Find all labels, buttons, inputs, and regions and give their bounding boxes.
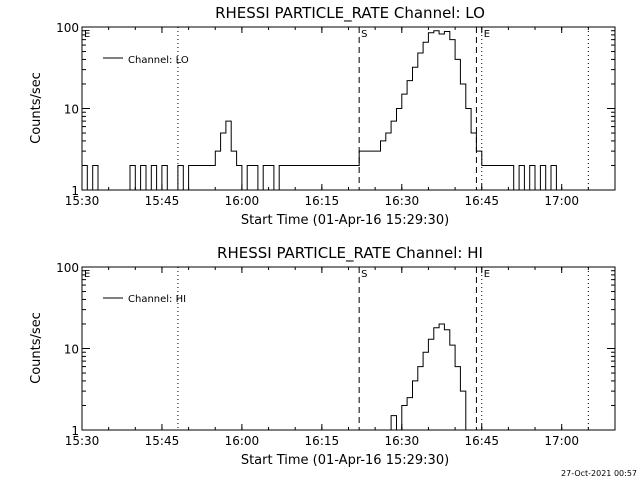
y-tick-label-hi: 10	[64, 343, 79, 357]
x-axis-label-hi: Start Time (01-Apr-16 15:29:30)	[241, 453, 449, 468]
marker-label-lo: S	[361, 29, 367, 40]
marker-label-hi: E	[84, 269, 90, 280]
plot-frame-hi	[81, 266, 616, 431]
x-tick-label-lo: 15:30	[65, 194, 100, 208]
y-tick-label-lo: 10	[64, 103, 79, 117]
chart-panel-lo: RHESSI PARTICLE_RATE Channel: LO Start T…	[29, 4, 616, 228]
x-tick-label-hi: 16:45	[464, 434, 499, 448]
chart-title-lo: RHESSI PARTICLE_RATE Channel: LO	[215, 4, 485, 23]
chart-title-hi: RHESSI PARTICLE_RATE Channel: HI	[217, 244, 483, 263]
x-tick-label-lo: 16:45	[464, 194, 499, 208]
x-tick-label-lo: 15:45	[145, 194, 180, 208]
marker-label-lo: E	[484, 29, 490, 40]
x-tick-label-hi: 17:00	[544, 434, 579, 448]
series-line-hi	[380, 323, 472, 431]
generation-timestamp: 27-Oct-2021 00:57	[561, 469, 637, 478]
y-tick-label-lo: 100	[56, 21, 79, 35]
y-tick-label-lo: 1	[71, 184, 79, 198]
x-tick-label-hi: 16:30	[385, 434, 420, 448]
legend-label-hi: Channel: HI	[128, 294, 186, 305]
x-tick-label-hi: 15:30	[65, 434, 100, 448]
x-tick-label-lo: 16:00	[225, 194, 260, 208]
chart-panel-hi: RHESSI PARTICLE_RATE Channel: HI Start T…	[29, 244, 616, 468]
legend-label-lo: Channel: LO	[128, 55, 189, 66]
x-tick-label-hi: 16:00	[225, 434, 260, 448]
x-axis-label-lo: Start Time (01-Apr-16 15:29:30)	[241, 213, 449, 228]
y-axis-label-lo: Counts/sec	[29, 72, 44, 144]
y-axis-label-hi: Counts/sec	[29, 312, 44, 384]
x-tick-label-hi: 15:45	[145, 434, 180, 448]
marker-label-hi: S	[361, 269, 367, 280]
x-tick-label-lo: 17:00	[544, 194, 579, 208]
marker-label-hi: E	[484, 269, 490, 280]
y-tick-label-hi: 1	[71, 424, 79, 438]
series-line-lo	[82, 30, 562, 191]
x-tick-label-lo: 16:15	[305, 194, 340, 208]
marker-label-lo: E	[84, 29, 90, 40]
x-tick-label-hi: 16:15	[305, 434, 340, 448]
y-tick-label-hi: 100	[56, 261, 79, 275]
x-tick-label-lo: 16:30	[385, 194, 420, 208]
